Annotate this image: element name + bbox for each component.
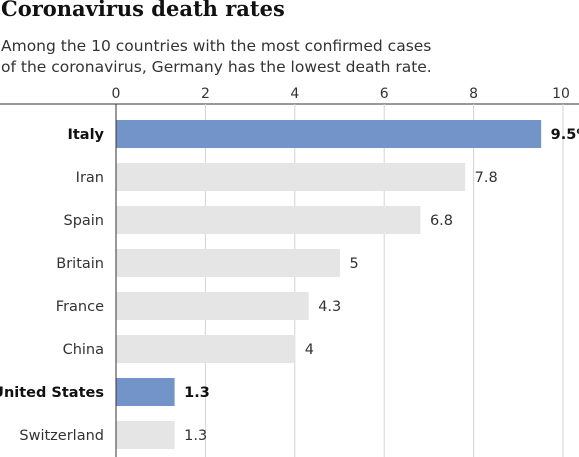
category-label: Spain xyxy=(63,213,104,229)
data-label: 4.3 xyxy=(318,299,341,315)
chart-title: Coronavirus death rates xyxy=(1,0,285,21)
category-label: China xyxy=(63,342,104,358)
category-label: Iran xyxy=(76,170,104,186)
x-tick-label: 10 xyxy=(552,86,570,102)
x-tick-label: 8 xyxy=(469,86,478,102)
bar xyxy=(116,378,175,406)
data-label: 5 xyxy=(350,256,359,272)
category-label: Switzerland xyxy=(19,428,104,444)
data-label: 1.3 xyxy=(184,428,207,444)
category-label: United States xyxy=(0,385,104,401)
data-label: 7.8 xyxy=(475,170,498,186)
chart-subtitle: Among the 10 countries with the most con… xyxy=(1,36,561,78)
bar xyxy=(116,163,466,191)
category-label: Britain xyxy=(56,256,104,272)
subtitle-line: of the coronavirus, Germany has the lowe… xyxy=(1,58,432,76)
subtitle-line: Among the 10 countries with the most con… xyxy=(1,37,432,55)
data-label: 9.5% xyxy=(551,127,579,143)
data-label: 1.3 xyxy=(184,385,210,401)
bar xyxy=(116,206,421,234)
x-tick-label: 6 xyxy=(380,86,389,102)
x-tick-label: 2 xyxy=(201,86,210,102)
bar xyxy=(116,421,175,449)
data-label: 6.8 xyxy=(430,213,453,229)
bar xyxy=(116,292,309,320)
bar xyxy=(116,249,340,277)
category-label: France xyxy=(56,299,104,315)
bar xyxy=(116,120,542,148)
category-label: Italy xyxy=(67,127,104,143)
bar xyxy=(116,335,296,363)
x-tick-label: 4 xyxy=(290,86,299,102)
x-tick-label: 0 xyxy=(112,86,121,102)
data-label: 4 xyxy=(305,342,314,358)
